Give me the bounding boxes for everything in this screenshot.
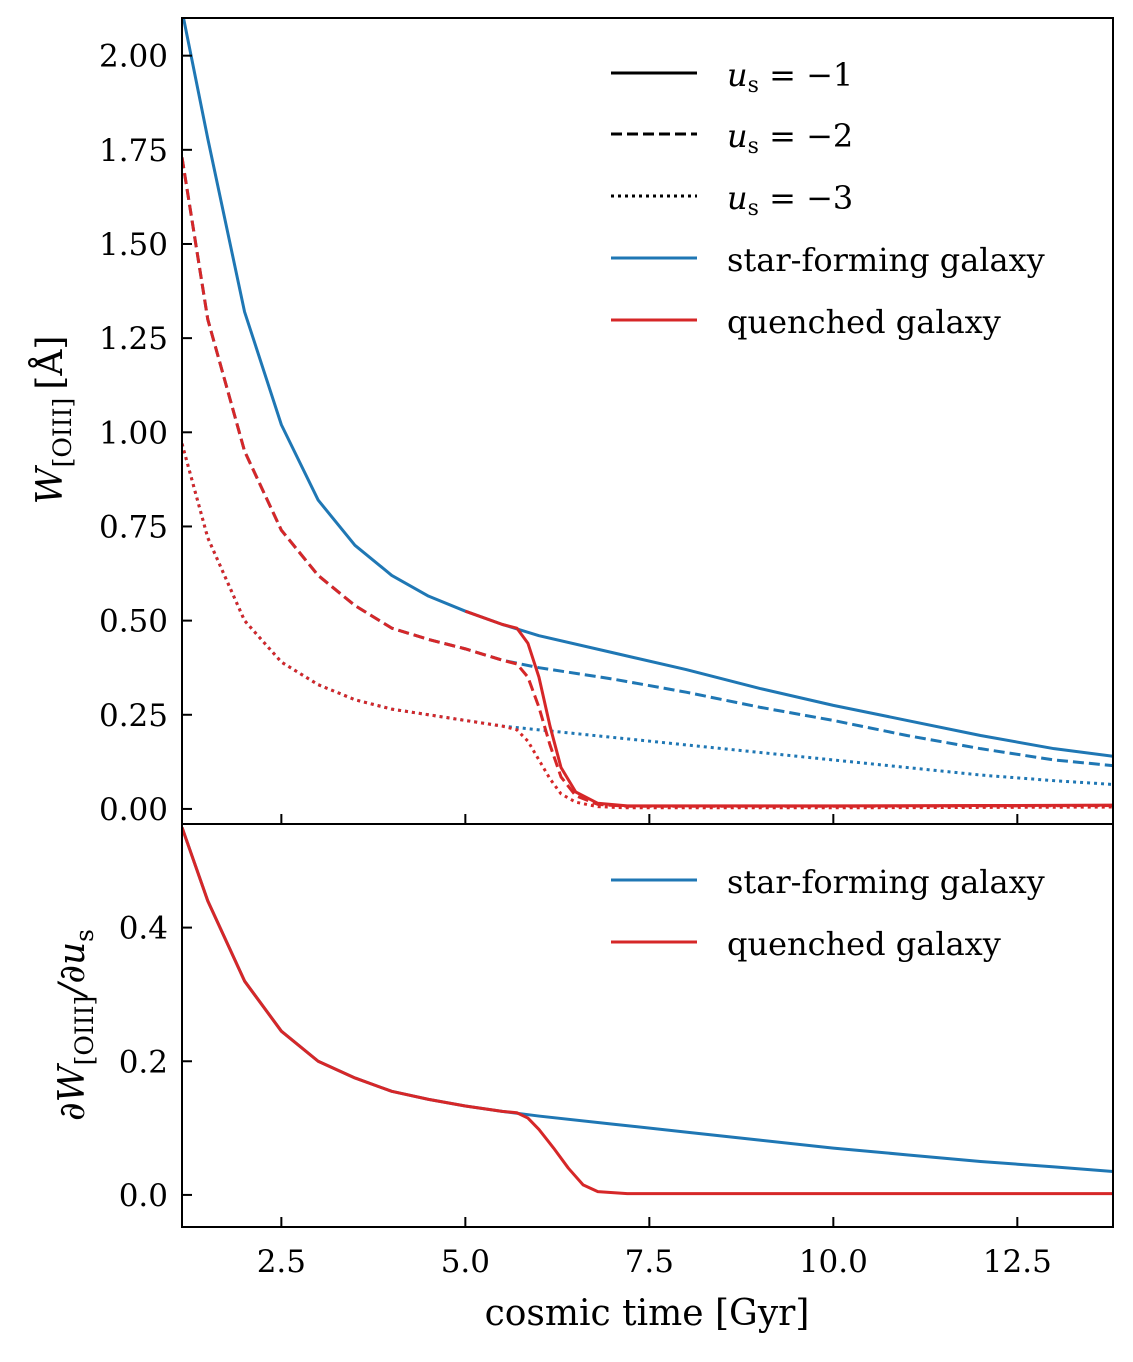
top-ticks-group: 0.00 0.25 0.50 0.75 1.00 1.25 1.50 1.75 2.00 [99,39,1019,828]
bottom-legend-label-star-forming: star-forming galaxy [727,863,1045,901]
bottom-y-tick-label: 0.4 [119,911,168,947]
bottom-series-group [182,826,1113,1196]
legend-label-us-minus1: us = −1 [727,56,853,98]
top-y-tick-label: 0.25 [99,698,168,734]
top-y-tick-label: 0.50 [99,604,168,640]
bottom-y-axis-label: ∂W[OIII]/∂us [52,929,99,1121]
top-panel: 0.00 0.25 0.50 0.75 1.00 1.25 1.50 1.75 2.00 W[O… [29,17,1114,828]
top-ylabel-unit: [Å] [29,336,71,390]
bottom-panel: 0.00.20.42.5 5.0 7.5 10.0 12.5 ∂W[OIII]/∂us … [52,823,1114,1334]
top-y-tick-label: 0.00 [99,792,168,828]
bottom-series-quenched [182,826,1113,1196]
bottom-x-tick-label: 10.0 [799,1244,868,1280]
top-y-tick-label: 1.75 [99,133,168,169]
top-series-group [182,18,1113,810]
bottom-plot-frame [181,823,1114,1228]
bottom-legend-label-quenched: quenched galaxy [727,925,1001,963]
top-y-tick-label: 2.00 [99,39,168,75]
bottom-x-tick-label: 7.5 [625,1244,674,1280]
top-series-quenched-us3 [182,443,1113,810]
bottom-x-tick-label: 5.0 [441,1244,490,1280]
bottom-ticks-group: 0.0 0.2 0.4 2.5 5.0 7.5 10.0 12.5 [119,911,1052,1280]
legend-label-quenched: quenched galaxy [727,303,1001,341]
top-y-tick-label: 1.50 [99,227,168,263]
top-ylabel-sub: [OIII] [48,398,77,468]
x-axis-label: cosmic time [Gyr] [485,1293,810,1334]
legend-label-star-forming: star-forming galaxy [727,241,1045,279]
top-y-tick-label: 0.75 [99,509,168,545]
bottom-y-tick-label: 0.2 [119,1044,168,1080]
top-legend: us = −1 us = −2 us = −3 star-forming gal… [611,56,1045,341]
top-y-tick-label: 1.00 [99,415,168,451]
top-y-tick-label: 1.25 [99,321,168,357]
bottom-y-tick-label: 0.0 [119,1178,168,1214]
bottom-x-tick-label: 2.5 [257,1244,306,1280]
bottom-x-tick-label: 12.5 [983,1244,1052,1280]
top-ylabel-main: W [30,464,71,504]
top-y-axis-label: W[OIII] [Å] [29,336,77,505]
legend-label-us-minus2: us = −2 [727,117,853,159]
bottom-legend: star-forming galaxy quenched galaxy [611,863,1045,963]
legend-label-us-minus3: us = −3 [727,179,853,221]
